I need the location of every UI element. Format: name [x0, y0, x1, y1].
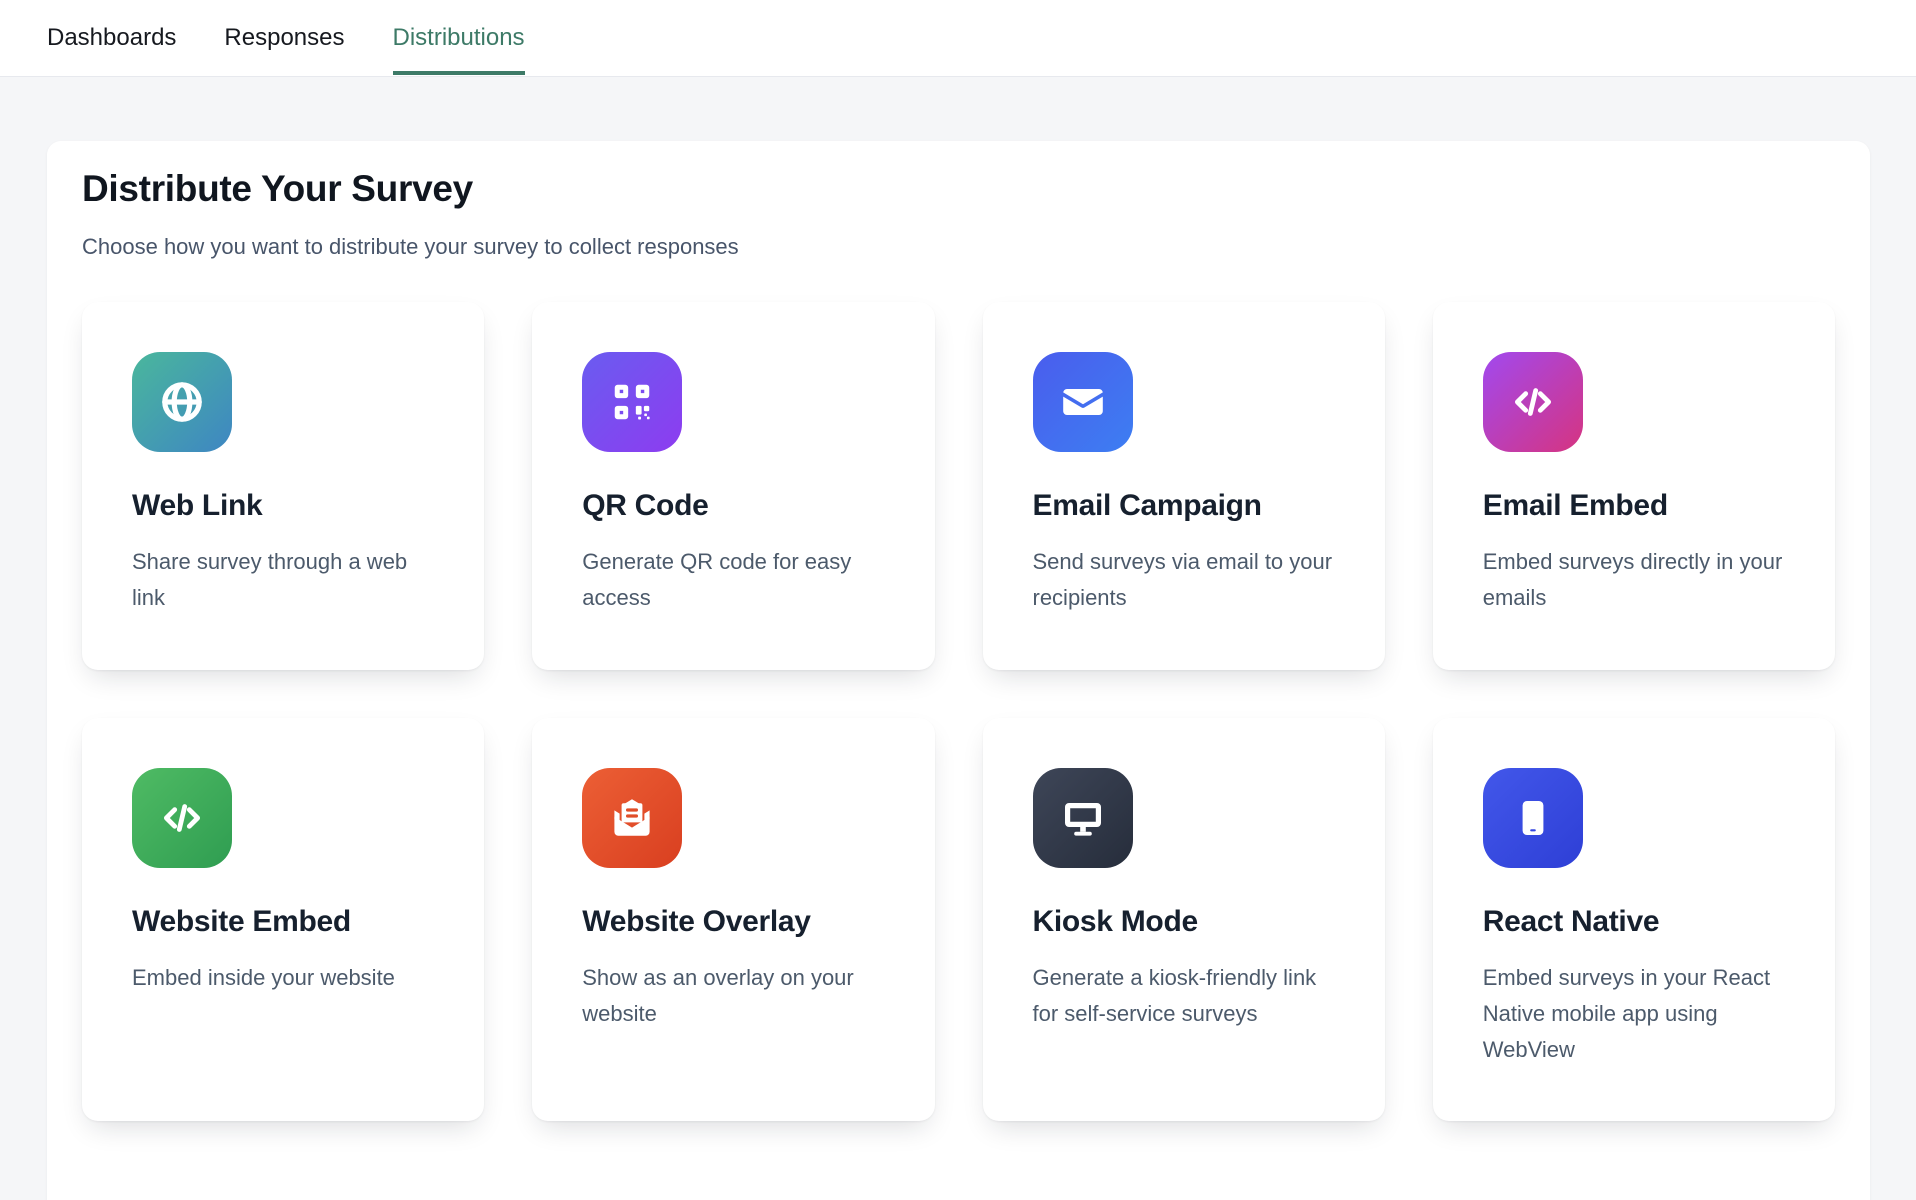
page-subtitle: Choose how you want to distribute your s… [82, 234, 739, 259]
card-website-overlay[interactable]: Website Overlay Show as an overlay on yo… [532, 718, 935, 1121]
code-icon [132, 768, 232, 868]
distribution-options-grid: Web Link Share survey through a web link… [82, 302, 1835, 1121]
card-description: Generate a kiosk-friendly link for self-… [1032, 965, 1317, 1026]
tab-responses[interactable]: Responses [224, 24, 345, 51]
card-email-embed[interactable]: Email Embed Embed surveys directly in yo… [1432, 302, 1835, 670]
tab-distributions[interactable]: Distributions [392, 0, 525, 76]
card-web-link[interactable]: Web Link Share survey through a web link [82, 302, 485, 670]
envelope-open-text-icon [582, 768, 683, 868]
page-title: Distribute Your Survey [82, 168, 473, 209]
envelope-icon [1032, 352, 1133, 452]
tab-dashboards[interactable]: Dashboards [47, 24, 177, 51]
card-qr-code[interactable]: QR Code Generate QR code for easy access [532, 302, 935, 670]
card-description: Show as an overlay on your website [582, 965, 854, 1026]
card-description: Share survey through a web link [132, 549, 408, 610]
card-react-native[interactable]: React Native Embed surveys in your React… [1432, 718, 1835, 1121]
card-kiosk-mode[interactable]: Kiosk Mode Generate a kiosk-friendly lin… [982, 718, 1385, 1121]
qr-code-icon [582, 352, 683, 452]
distribute-survey-panel: Distribute Your Survey Choose how you wa… [47, 141, 1870, 1200]
card-title: QR Code [582, 489, 709, 522]
smartphone-icon [1482, 768, 1583, 868]
card-title: Web Link [132, 489, 263, 522]
top-tab-bar: Dashboards Responses Distributions [0, 0, 1916, 77]
globe-icon [132, 352, 232, 452]
card-description: Send surveys via email to your recipient… [1032, 549, 1333, 610]
card-title: Email Campaign [1032, 489, 1263, 522]
card-description: Generate QR code for easy access [582, 549, 852, 610]
card-title: Email Embed [1482, 489, 1668, 522]
code-icon [1482, 352, 1583, 452]
card-description: Embed surveys directly in your emails [1482, 549, 1783, 610]
card-title: Website Embed [132, 905, 351, 938]
card-description: Embed surveys in your React Native mobil… [1482, 965, 1771, 1062]
card-description: Embed inside your website [132, 965, 395, 990]
card-title: React Native [1482, 905, 1660, 938]
card-title: Kiosk Mode [1032, 905, 1199, 938]
card-email-campaign[interactable]: Email Campaign Send surveys via email to… [982, 302, 1385, 670]
desktop-icon [1032, 768, 1133, 868]
card-website-embed[interactable]: Website Embed Embed inside your website [82, 718, 485, 1121]
card-title: Website Overlay [582, 905, 811, 938]
